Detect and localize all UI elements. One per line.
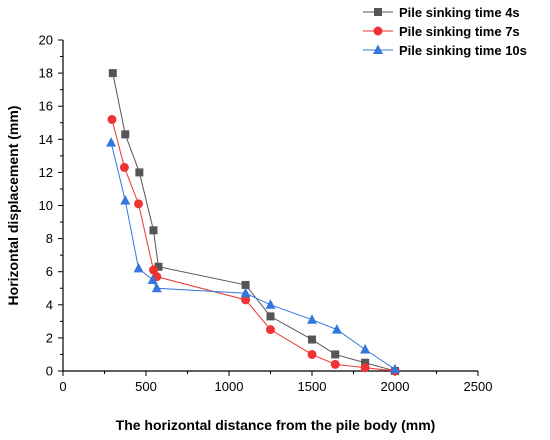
data-point xyxy=(121,130,130,139)
legend: Pile sinking time 4s Pile sinking time 7s… xyxy=(363,5,527,58)
data-point xyxy=(266,312,275,321)
legend-marker xyxy=(373,44,383,54)
data-point xyxy=(135,168,144,177)
data-point xyxy=(154,262,163,271)
data-point xyxy=(134,199,144,209)
legend-marker xyxy=(373,26,383,36)
axes: 0 500 1000 1500 2000 2500 0 2 4 6 8 10 12 14 16 18 20 xyxy=(39,33,493,395)
x-tick-label: 1000 xyxy=(215,379,244,394)
data-point xyxy=(360,363,370,373)
data-point xyxy=(390,363,400,374)
series-line xyxy=(111,119,396,372)
y-tick-label: 6 xyxy=(46,264,53,279)
data-point xyxy=(361,358,370,367)
data-point xyxy=(331,350,340,359)
y-tick-label: 18 xyxy=(39,66,53,81)
data-point xyxy=(147,274,158,284)
x-tick-label: 1500 xyxy=(298,379,327,394)
legend-item: Pile sinking time 4s xyxy=(363,5,520,20)
y-axis-title: Horizontal displacement (mm) xyxy=(5,106,21,306)
data-point xyxy=(307,349,317,359)
legend-label: Pile sinking time 4s xyxy=(399,5,520,20)
legend-marker xyxy=(374,8,382,16)
data-point xyxy=(107,114,117,124)
data-point xyxy=(241,280,250,289)
y-tick-label: 10 xyxy=(39,198,53,213)
x-tick-label: 2000 xyxy=(381,379,410,394)
data-point xyxy=(330,359,340,369)
data-point xyxy=(331,324,342,334)
data-point xyxy=(307,314,317,324)
x-tick-label: 500 xyxy=(135,379,157,394)
data-point xyxy=(151,282,162,293)
series-line xyxy=(110,142,396,370)
series-line xyxy=(112,73,396,372)
y-tick-label: 8 xyxy=(46,231,53,246)
data-point xyxy=(119,162,129,172)
y-tick-label: 12 xyxy=(39,165,53,180)
data-point xyxy=(108,69,117,78)
series-3 xyxy=(106,137,400,374)
data-point xyxy=(240,287,251,298)
x-tick-label: 2500 xyxy=(464,379,493,394)
y-tick-label: 4 xyxy=(46,297,53,312)
series-1 xyxy=(108,69,399,375)
series-2 xyxy=(107,114,400,376)
y-tick-label: 20 xyxy=(39,33,53,48)
legend-item: Pile sinking time 10s xyxy=(363,43,527,58)
data-point xyxy=(265,299,276,309)
y-tick-label: 0 xyxy=(46,364,53,379)
y-tick-label: 14 xyxy=(39,132,53,147)
data-point xyxy=(106,137,117,147)
x-axis-title: The horizontal distance from the pile bo… xyxy=(116,417,436,433)
data-point xyxy=(149,226,158,235)
y-tick-label: 2 xyxy=(46,330,53,345)
data-point xyxy=(360,343,371,354)
data-point xyxy=(266,325,275,335)
legend-label: Pile sinking time 10s xyxy=(399,43,527,58)
legend-item: Pile sinking time 7s xyxy=(363,24,520,39)
data-point xyxy=(133,262,144,273)
data-point xyxy=(120,195,131,205)
y-tick-label: 16 xyxy=(39,99,53,114)
data-point xyxy=(241,295,251,305)
data-point xyxy=(308,335,316,344)
legend-label: Pile sinking time 7s xyxy=(399,24,520,39)
x-tick-label: 0 xyxy=(59,379,66,394)
plot-area xyxy=(106,69,400,376)
